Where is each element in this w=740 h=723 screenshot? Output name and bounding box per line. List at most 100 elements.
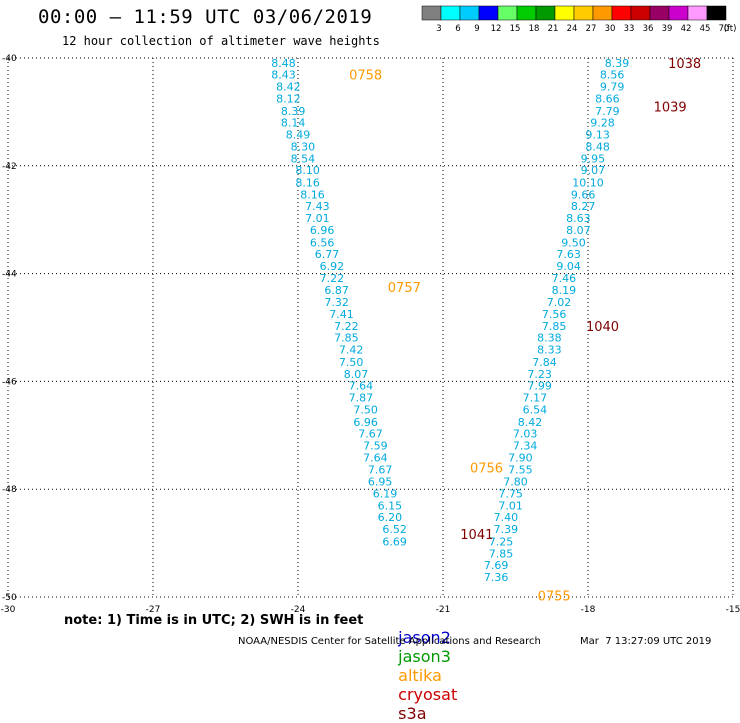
pass-time-label: 1038 (668, 57, 701, 72)
swh-value-label: 7.36 (484, 571, 509, 584)
swh-value-label: 9.13 (585, 129, 610, 142)
x-tick-label: -21 (436, 605, 451, 615)
swh-value-label: 8.07 (344, 368, 369, 381)
y-tick-label: -50 (2, 593, 17, 603)
y-tick-label: -42 (2, 162, 17, 172)
swh-value-label: 8.33 (537, 344, 562, 357)
chart-subtitle: 12 hour collection of altimeter wave hei… (62, 34, 380, 48)
swh-value-label: 6.20 (378, 511, 403, 524)
colorbar-label: 6 (455, 24, 460, 34)
pass-time-label: 0757 (388, 281, 421, 296)
swh-value-label: 7.90 (508, 451, 533, 464)
colorbar-swatch (535, 5, 556, 21)
swh-value-label: 7.85 (542, 320, 567, 333)
swh-value-label: 6.87 (324, 284, 349, 297)
swh-value-label: 6.77 (315, 248, 340, 261)
swh-value-label: 7.01 (305, 212, 330, 225)
swh-value-label: 6.52 (382, 523, 407, 536)
y-tick-label: -48 (2, 485, 17, 495)
swh-value-label: 7.87 (349, 392, 374, 405)
swh-value-label: 8.39 (281, 105, 306, 118)
swh-value-label: 8.27 (571, 200, 596, 213)
colorbar-swatch (611, 5, 632, 21)
swh-value-label: 8.48 (585, 140, 610, 153)
x-tick-label: -24 (291, 605, 306, 615)
colorbar-label: 27 (586, 24, 597, 34)
swh-value-label: 7.80 (503, 476, 528, 489)
swh-value-label: 9.95 (581, 152, 606, 165)
swh-value-label: 7.64 (349, 380, 374, 393)
swh-value-label: 7.50 (339, 356, 364, 369)
colorbar-unit: (ft) (724, 24, 737, 34)
swh-value-label: 7.59 (363, 440, 388, 453)
swh-value-label: 7.50 (353, 403, 378, 416)
swh-value-label: 8.49 (286, 129, 311, 142)
colorbar-label: 24 (567, 24, 578, 34)
footer-note: note: 1) Time is in UTC; 2) SWH is in fe… (64, 613, 364, 628)
swh-value-label: 7.99 (527, 380, 552, 393)
y-tick-label: -46 (2, 377, 17, 387)
colorbar-label: 30 (605, 24, 616, 34)
pass-time-label: 1040 (586, 320, 619, 335)
swh-value-label: 7.25 (489, 535, 514, 548)
swh-value-label: 7.64 (363, 451, 388, 464)
colorbar-swatch (554, 5, 575, 21)
y-tick-label: -40 (2, 54, 17, 64)
swh-value-label: 8.12 (276, 92, 301, 105)
swh-value-label: 8.19 (552, 284, 577, 297)
satellite-legend-jason2: jason2 (398, 628, 451, 647)
pass-time-label: 0756 (470, 462, 503, 477)
swh-value-label: 7.22 (334, 320, 359, 333)
swh-value-label: 7.40 (494, 511, 519, 524)
swh-value-label: 7.69 (484, 559, 509, 572)
x-tick-label: -15 (726, 605, 740, 615)
colorbar-label: 12 (491, 24, 502, 34)
swh-value-label: 8.48 (271, 57, 296, 70)
swh-value-label: 9.28 (590, 117, 615, 130)
swh-value-label: 7.67 (368, 463, 393, 476)
x-tick-label: -30 (1, 605, 16, 615)
swh-value-label: 6.92 (320, 260, 345, 273)
swh-value-label: 8.10 (295, 164, 320, 177)
swh-value-label: 8.63 (566, 212, 591, 225)
swh-value-label: 7.01 (498, 499, 523, 512)
swh-value-label: 8.43 (271, 69, 296, 82)
colorbar-label: 18 (529, 24, 540, 34)
pass-time-label: 0758 (349, 69, 382, 84)
colorbar-swatch (649, 5, 670, 21)
colorbar-swatch (421, 5, 442, 21)
colorbar-swatch (459, 5, 480, 21)
swh-value-label: 9.50 (561, 236, 586, 249)
swh-value-label: 6.96 (310, 224, 335, 237)
swh-value-label: 9.79 (600, 81, 625, 94)
swh-value-label: 7.63 (556, 248, 581, 261)
swh-value-label: 7.39 (494, 523, 519, 536)
swh-value-label: 8.42 (518, 416, 543, 429)
swh-value-label: 8.07 (566, 224, 591, 237)
swh-value-label: 6.54 (523, 403, 548, 416)
colorbar-swatch (592, 5, 613, 21)
swh-value-label: 9.07 (581, 164, 606, 177)
swh-value-label: 7.46 (552, 272, 577, 285)
pass-time-label: 0755 (538, 589, 571, 604)
y-tick-label: -44 (2, 270, 17, 280)
colorbar-swatch (668, 5, 689, 21)
swh-value-label: 8.16 (295, 177, 320, 190)
x-tick-label: -18 (581, 605, 596, 615)
swh-value-label: 6.15 (378, 499, 403, 512)
swh-value-label: 7.75 (498, 488, 523, 501)
footer-generated-date: Mar 7 13:27:09 UTC 2019 (580, 636, 712, 647)
swh-value-label: 7.03 (513, 428, 538, 441)
wave-height-chart: -30 -27 -24 -21 -18 -15 -40 -42 -44 -46 -48 -50 8.48… (1, 5, 740, 615)
colorbar-label: 3 (436, 24, 441, 34)
swh-value-label: 7.32 (324, 296, 349, 309)
colorbar-swatch (497, 5, 518, 21)
swh-value-label: 7.17 (523, 392, 548, 405)
colorbar-swatch (478, 5, 499, 21)
swh-value-label: 7.34 (513, 440, 538, 453)
swh-value-label: 7.41 (329, 308, 354, 321)
swh-value-label: 8.42 (276, 81, 301, 94)
swh-value-label: 7.43 (305, 200, 330, 213)
chart-title: 00:00 – 11:59 UTC 03/06/2019 (38, 6, 373, 28)
swh-value-label: 7.85 (334, 332, 359, 345)
